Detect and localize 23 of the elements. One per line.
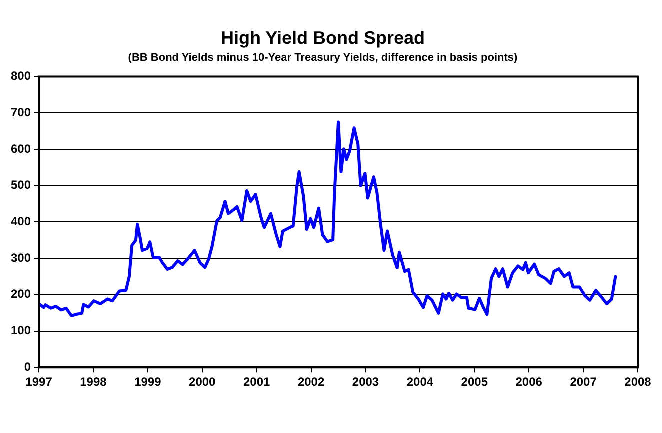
- x-tick-label: 2006: [516, 375, 543, 390]
- y-tick-label: 600: [10, 142, 32, 156]
- y-tick-label: 400: [10, 214, 32, 229]
- x-tick-label: 2007: [570, 375, 598, 390]
- x-tick-label: 2002: [298, 375, 325, 390]
- chart-title: High Yield Bond Spread: [220, 28, 426, 48]
- y-tick-label: 500: [10, 178, 32, 192]
- y-tick-label: 300: [10, 250, 32, 265]
- x-tick-label: 2005: [461, 375, 488, 390]
- y-tick-label: 100: [10, 324, 32, 338]
- chart-subtitle: (BB Bond Yields minus 10-Year Treasury Yields, difference in basis points): [128, 52, 518, 64]
- y-tick-label: 0: [24, 360, 32, 374]
- x-tick-label: 2004: [406, 375, 434, 390]
- y-tick-label: 200: [10, 287, 32, 302]
- x-tick-label: 1998: [80, 375, 108, 390]
- y-tick-label: 700: [10, 105, 32, 120]
- x-tick-label: 2001: [243, 375, 270, 390]
- x-tick-label: 1999: [134, 375, 162, 390]
- x-tick-label: 2000: [189, 375, 216, 390]
- x-tick-label: 2003: [352, 375, 380, 390]
- x-tick-label: 1997: [26, 375, 53, 390]
- x-tick-label: 2008: [624, 375, 652, 390]
- y-tick-label: 800: [10, 69, 32, 84]
